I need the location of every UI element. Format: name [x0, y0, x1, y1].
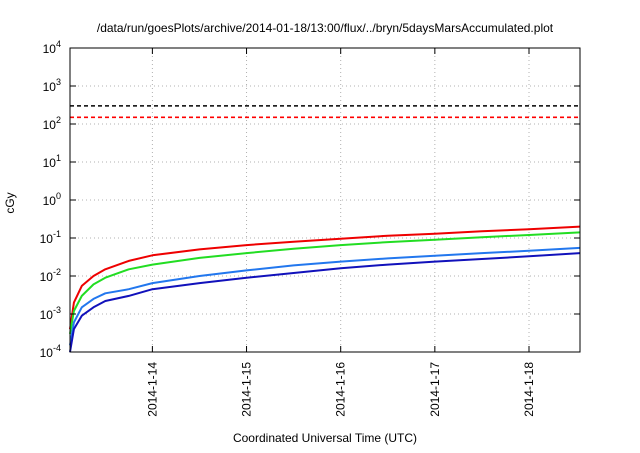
series-line	[69, 225, 581, 330]
x-tick-label: 2014-1-16	[334, 362, 348, 417]
y-tick-label: 10-3	[40, 305, 61, 322]
threshold-lines	[70, 105, 580, 119]
y-tick-label: 10-4	[40, 343, 61, 360]
y-tick-label: 10-2	[40, 267, 61, 284]
y-tick-label: 100	[43, 191, 61, 208]
y-axis-label: cGy	[3, 192, 17, 213]
series-line	[69, 231, 581, 335]
axis-ticks: 10-4 10-3 10-2 10-1 100 101 102 103 104 2014-1-14…	[40, 39, 580, 417]
x-tick-label: 2014-1-18	[522, 362, 536, 417]
y-tick-label: 103	[43, 77, 61, 94]
x-axis-label: Coordinated Universal Time (UTC)	[233, 431, 417, 445]
x-tick-label: 2014-1-15	[240, 362, 254, 417]
series-line	[69, 246, 581, 346]
y-tick-label: 104	[43, 39, 61, 56]
x-tick-label: 2014-1-17	[428, 362, 442, 417]
series-line	[69, 252, 581, 353]
x-tick-label: 2014-1-14	[145, 362, 159, 417]
y-tick-label: 101	[43, 153, 61, 170]
series-lines	[69, 225, 581, 353]
y-tick-label: 102	[43, 115, 61, 132]
chart-title: /data/run/goesPlots/archive/2014-01-18/1…	[97, 21, 554, 35]
grid	[70, 48, 580, 352]
y-tick-label: 10-1	[40, 229, 61, 246]
